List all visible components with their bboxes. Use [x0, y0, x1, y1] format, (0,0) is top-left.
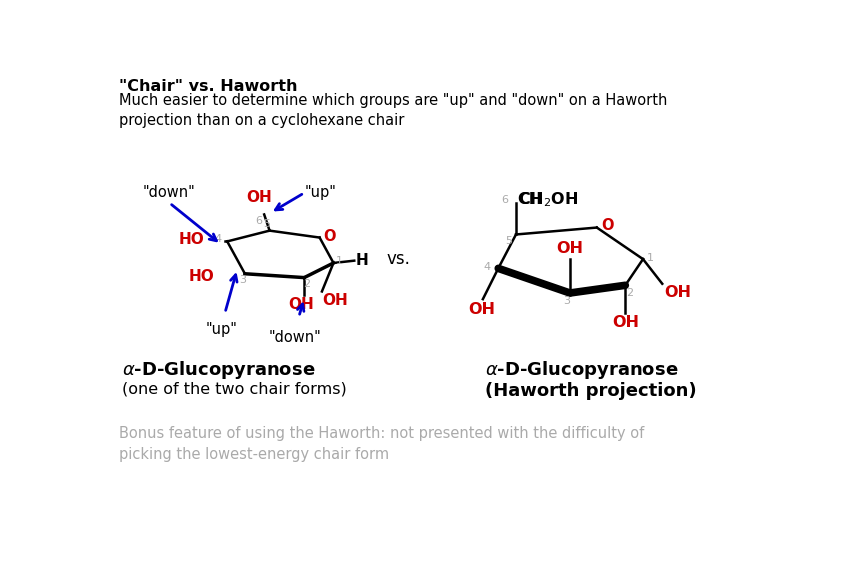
Text: OH: OH	[612, 315, 639, 331]
Text: 4: 4	[484, 262, 491, 272]
Text: OH: OH	[665, 285, 691, 300]
Text: $\mathit{\alpha}$-D-Glucopyranose: $\mathit{\alpha}$-D-Glucopyranose	[485, 359, 678, 381]
Text: 5: 5	[263, 219, 270, 229]
Text: 3: 3	[239, 275, 246, 285]
Text: "up": "up"	[305, 185, 336, 200]
Text: H: H	[356, 253, 369, 268]
Text: OH: OH	[288, 297, 314, 312]
Text: vs.: vs.	[387, 250, 411, 268]
Text: 3: 3	[563, 296, 570, 306]
Text: 2: 2	[626, 288, 634, 298]
Text: OH: OH	[557, 241, 584, 256]
Text: "down": "down"	[142, 185, 195, 200]
Text: 5: 5	[505, 236, 512, 245]
Text: HO: HO	[179, 232, 204, 248]
Text: "down": "down"	[268, 330, 321, 345]
Text: 1: 1	[647, 253, 654, 262]
Text: 6: 6	[502, 195, 508, 205]
Text: Bonus feature of using the Haworth: not presented with the difficulty of
picking: Bonus feature of using the Haworth: not …	[118, 426, 644, 462]
Text: (Haworth projection): (Haworth projection)	[485, 382, 697, 399]
Text: CH: CH	[518, 193, 543, 207]
Text: "Chair" vs. Haworth: "Chair" vs. Haworth	[118, 79, 297, 94]
Text: OH: OH	[247, 190, 272, 205]
Text: 2: 2	[303, 279, 310, 289]
Text: 6: 6	[255, 216, 262, 227]
Text: OH: OH	[322, 293, 349, 308]
Text: O: O	[602, 218, 614, 233]
Text: Much easier to determine which groups are "up" and "down" on a Haworth
projectio: Much easier to determine which groups ar…	[118, 93, 667, 128]
Text: $\mathit{\alpha}$-D-Glucopyranose: $\mathit{\alpha}$-D-Glucopyranose	[122, 359, 316, 381]
Text: 1: 1	[335, 256, 343, 266]
Text: CH$_2$OH: CH$_2$OH	[518, 190, 578, 209]
Text: 4: 4	[214, 234, 222, 244]
Text: HO: HO	[189, 269, 214, 285]
Text: (one of the two chair forms): (one of the two chair forms)	[122, 382, 347, 396]
Text: OH: OH	[468, 302, 495, 318]
Text: O: O	[323, 228, 336, 244]
Text: "up": "up"	[206, 322, 238, 337]
